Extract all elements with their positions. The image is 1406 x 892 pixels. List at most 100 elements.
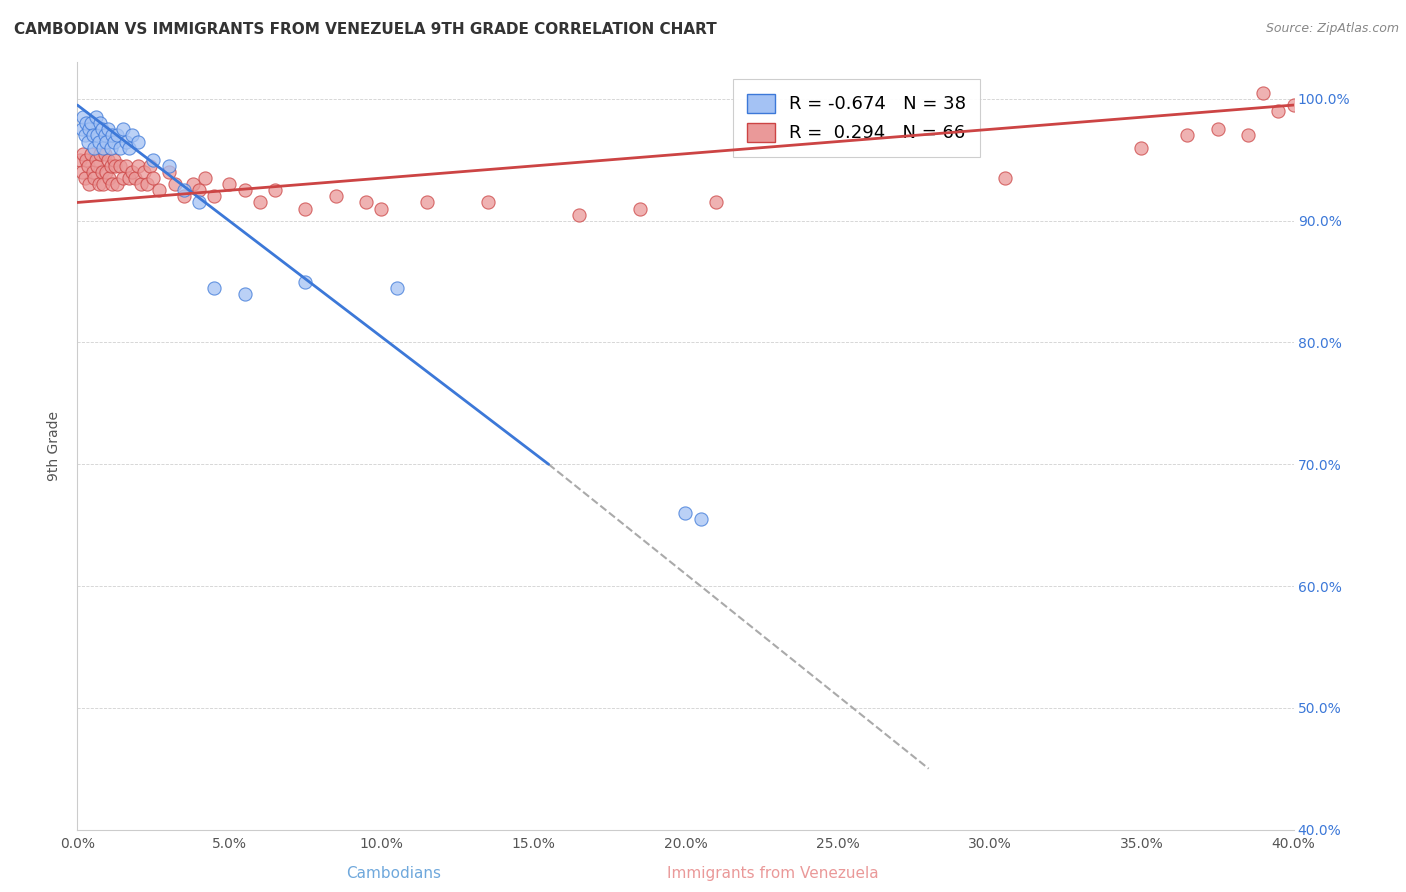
Point <box>90 122 112 136</box>
Point <box>111 171 134 186</box>
Point <box>181 178 204 192</box>
Point <box>157 165 180 179</box>
Point <box>202 281 225 295</box>
Point <box>90 165 112 179</box>
Point <box>127 135 149 149</box>
Point <box>73 171 96 186</box>
Point <box>1251 86 1274 100</box>
Point <box>103 135 125 149</box>
Point <box>97 153 120 167</box>
Point <box>704 195 727 210</box>
Point <box>118 171 141 186</box>
Point <box>87 135 110 149</box>
Point <box>1237 128 1260 143</box>
Point <box>416 195 439 210</box>
Point <box>77 135 100 149</box>
Point <box>104 159 127 173</box>
Point <box>108 159 131 173</box>
Point <box>115 135 138 149</box>
Point <box>202 189 225 203</box>
Point <box>218 178 240 192</box>
Point <box>294 275 316 289</box>
Text: CAMBODIAN VS IMMIGRANTS FROM VENEZUELA 9TH GRADE CORRELATION CHART: CAMBODIAN VS IMMIGRANTS FROM VENEZUELA 9… <box>14 22 717 37</box>
Point <box>86 159 108 173</box>
Point <box>69 153 91 167</box>
Point <box>354 195 377 210</box>
Point <box>568 208 591 222</box>
Point <box>233 183 256 197</box>
Point <box>1206 122 1229 136</box>
Point <box>70 165 93 179</box>
Point <box>142 153 165 167</box>
Point <box>675 506 697 520</box>
Point <box>129 178 152 192</box>
Y-axis label: 9th Grade: 9th Grade <box>48 411 62 481</box>
Point <box>70 122 93 136</box>
Point <box>73 128 96 143</box>
Point <box>127 159 149 173</box>
Point <box>115 159 138 173</box>
Point <box>1282 98 1305 112</box>
Point <box>188 183 211 197</box>
Point <box>86 128 108 143</box>
Point <box>87 178 110 192</box>
Point <box>173 183 195 197</box>
Text: Source: ZipAtlas.com: Source: ZipAtlas.com <box>1265 22 1399 36</box>
Point <box>1130 141 1153 155</box>
Point <box>249 195 271 210</box>
Point <box>96 135 118 149</box>
Point <box>97 122 120 136</box>
Point <box>173 189 195 203</box>
Point <box>82 128 104 143</box>
Point <box>136 178 159 192</box>
Point <box>103 153 125 167</box>
Text: Immigrants from Venezuela: Immigrants from Venezuela <box>668 866 879 881</box>
Point <box>385 281 408 295</box>
Point <box>80 146 103 161</box>
Point <box>325 189 347 203</box>
Point <box>194 171 217 186</box>
Point <box>477 195 499 210</box>
Point <box>100 141 122 155</box>
Point <box>1175 128 1198 143</box>
Point <box>134 165 156 179</box>
Point <box>82 165 104 179</box>
Point <box>101 178 124 192</box>
Point <box>101 128 124 143</box>
Point <box>118 141 141 155</box>
Point <box>72 146 94 161</box>
Point <box>96 165 118 179</box>
Point <box>121 128 143 143</box>
Point <box>100 159 122 173</box>
Point <box>91 141 114 155</box>
Point <box>370 202 392 216</box>
Point <box>105 178 128 192</box>
Point <box>75 153 97 167</box>
Point <box>77 159 100 173</box>
Point <box>93 146 115 161</box>
Point <box>83 141 105 155</box>
Point <box>72 110 94 124</box>
Point <box>157 159 180 173</box>
Point <box>89 146 111 161</box>
Point <box>163 178 186 192</box>
Point <box>75 116 97 130</box>
Point <box>108 141 131 155</box>
Point <box>105 128 128 143</box>
Point <box>84 153 107 167</box>
Point <box>93 128 115 143</box>
Point <box>188 195 211 210</box>
Point <box>84 110 107 124</box>
Point <box>124 171 146 186</box>
Point <box>89 116 111 130</box>
Point <box>1267 104 1289 119</box>
Point <box>91 178 114 192</box>
Point <box>111 122 134 136</box>
Point <box>142 171 165 186</box>
Point <box>628 202 651 216</box>
Point <box>233 286 256 301</box>
Text: Cambodians: Cambodians <box>346 866 441 881</box>
Point <box>79 178 101 192</box>
Point <box>689 512 711 526</box>
Point <box>83 171 105 186</box>
